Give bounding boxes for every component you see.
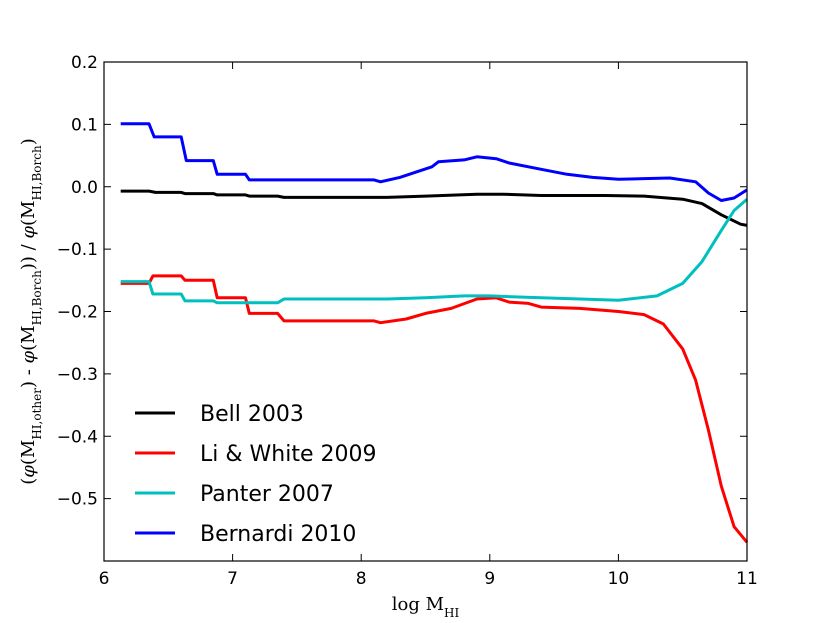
legend-label-0: Bell 2003 (200, 402, 304, 427)
x-axis-label: log MHI (392, 594, 460, 620)
y-tick-label: −0.3 (57, 365, 98, 385)
x-tick-label: 10 (608, 569, 630, 589)
legend-label-2: Panter 2007 (200, 482, 334, 507)
y-tick-label: −0.1 (57, 240, 98, 260)
y-tick-label: −0.2 (57, 303, 98, 323)
x-tick-label: 8 (356, 569, 367, 589)
x-tick-label: 7 (227, 569, 238, 589)
series-line-0 (120, 189, 748, 227)
series-line-1 (120, 274, 749, 544)
x-tick-label: 9 (484, 569, 495, 589)
x-tick-label: 6 (99, 569, 110, 589)
y-tick-label: 0.1 (71, 115, 98, 135)
y-tick-label: −0.4 (57, 427, 98, 447)
series-line-3 (120, 122, 748, 202)
y-axis-label: (φ(MHI,other) - φ(MHI,Borch)) / φ(MHI,Bo… (18, 138, 44, 485)
y-tick-label: 0.2 (71, 53, 98, 73)
series-layer (120, 122, 749, 544)
legend-label-1: Li & White 2009 (200, 442, 376, 467)
x-tick-label: 11 (736, 569, 758, 589)
series-line-2 (120, 198, 748, 305)
y-tick-label: 0.0 (71, 178, 98, 198)
ticks-layer: 6 7 8 9 10 11 0.2 0.1 0.0 −0.1 −0.2 −0.3 −0.4 −0.5 (57, 53, 758, 589)
y-tick-label: −0.5 (57, 490, 98, 510)
legend: Bell 2003 Li & White 2009 Panter 2007 Berna… (135, 402, 376, 547)
legend-label-3: Bernardi 2010 (200, 522, 356, 547)
